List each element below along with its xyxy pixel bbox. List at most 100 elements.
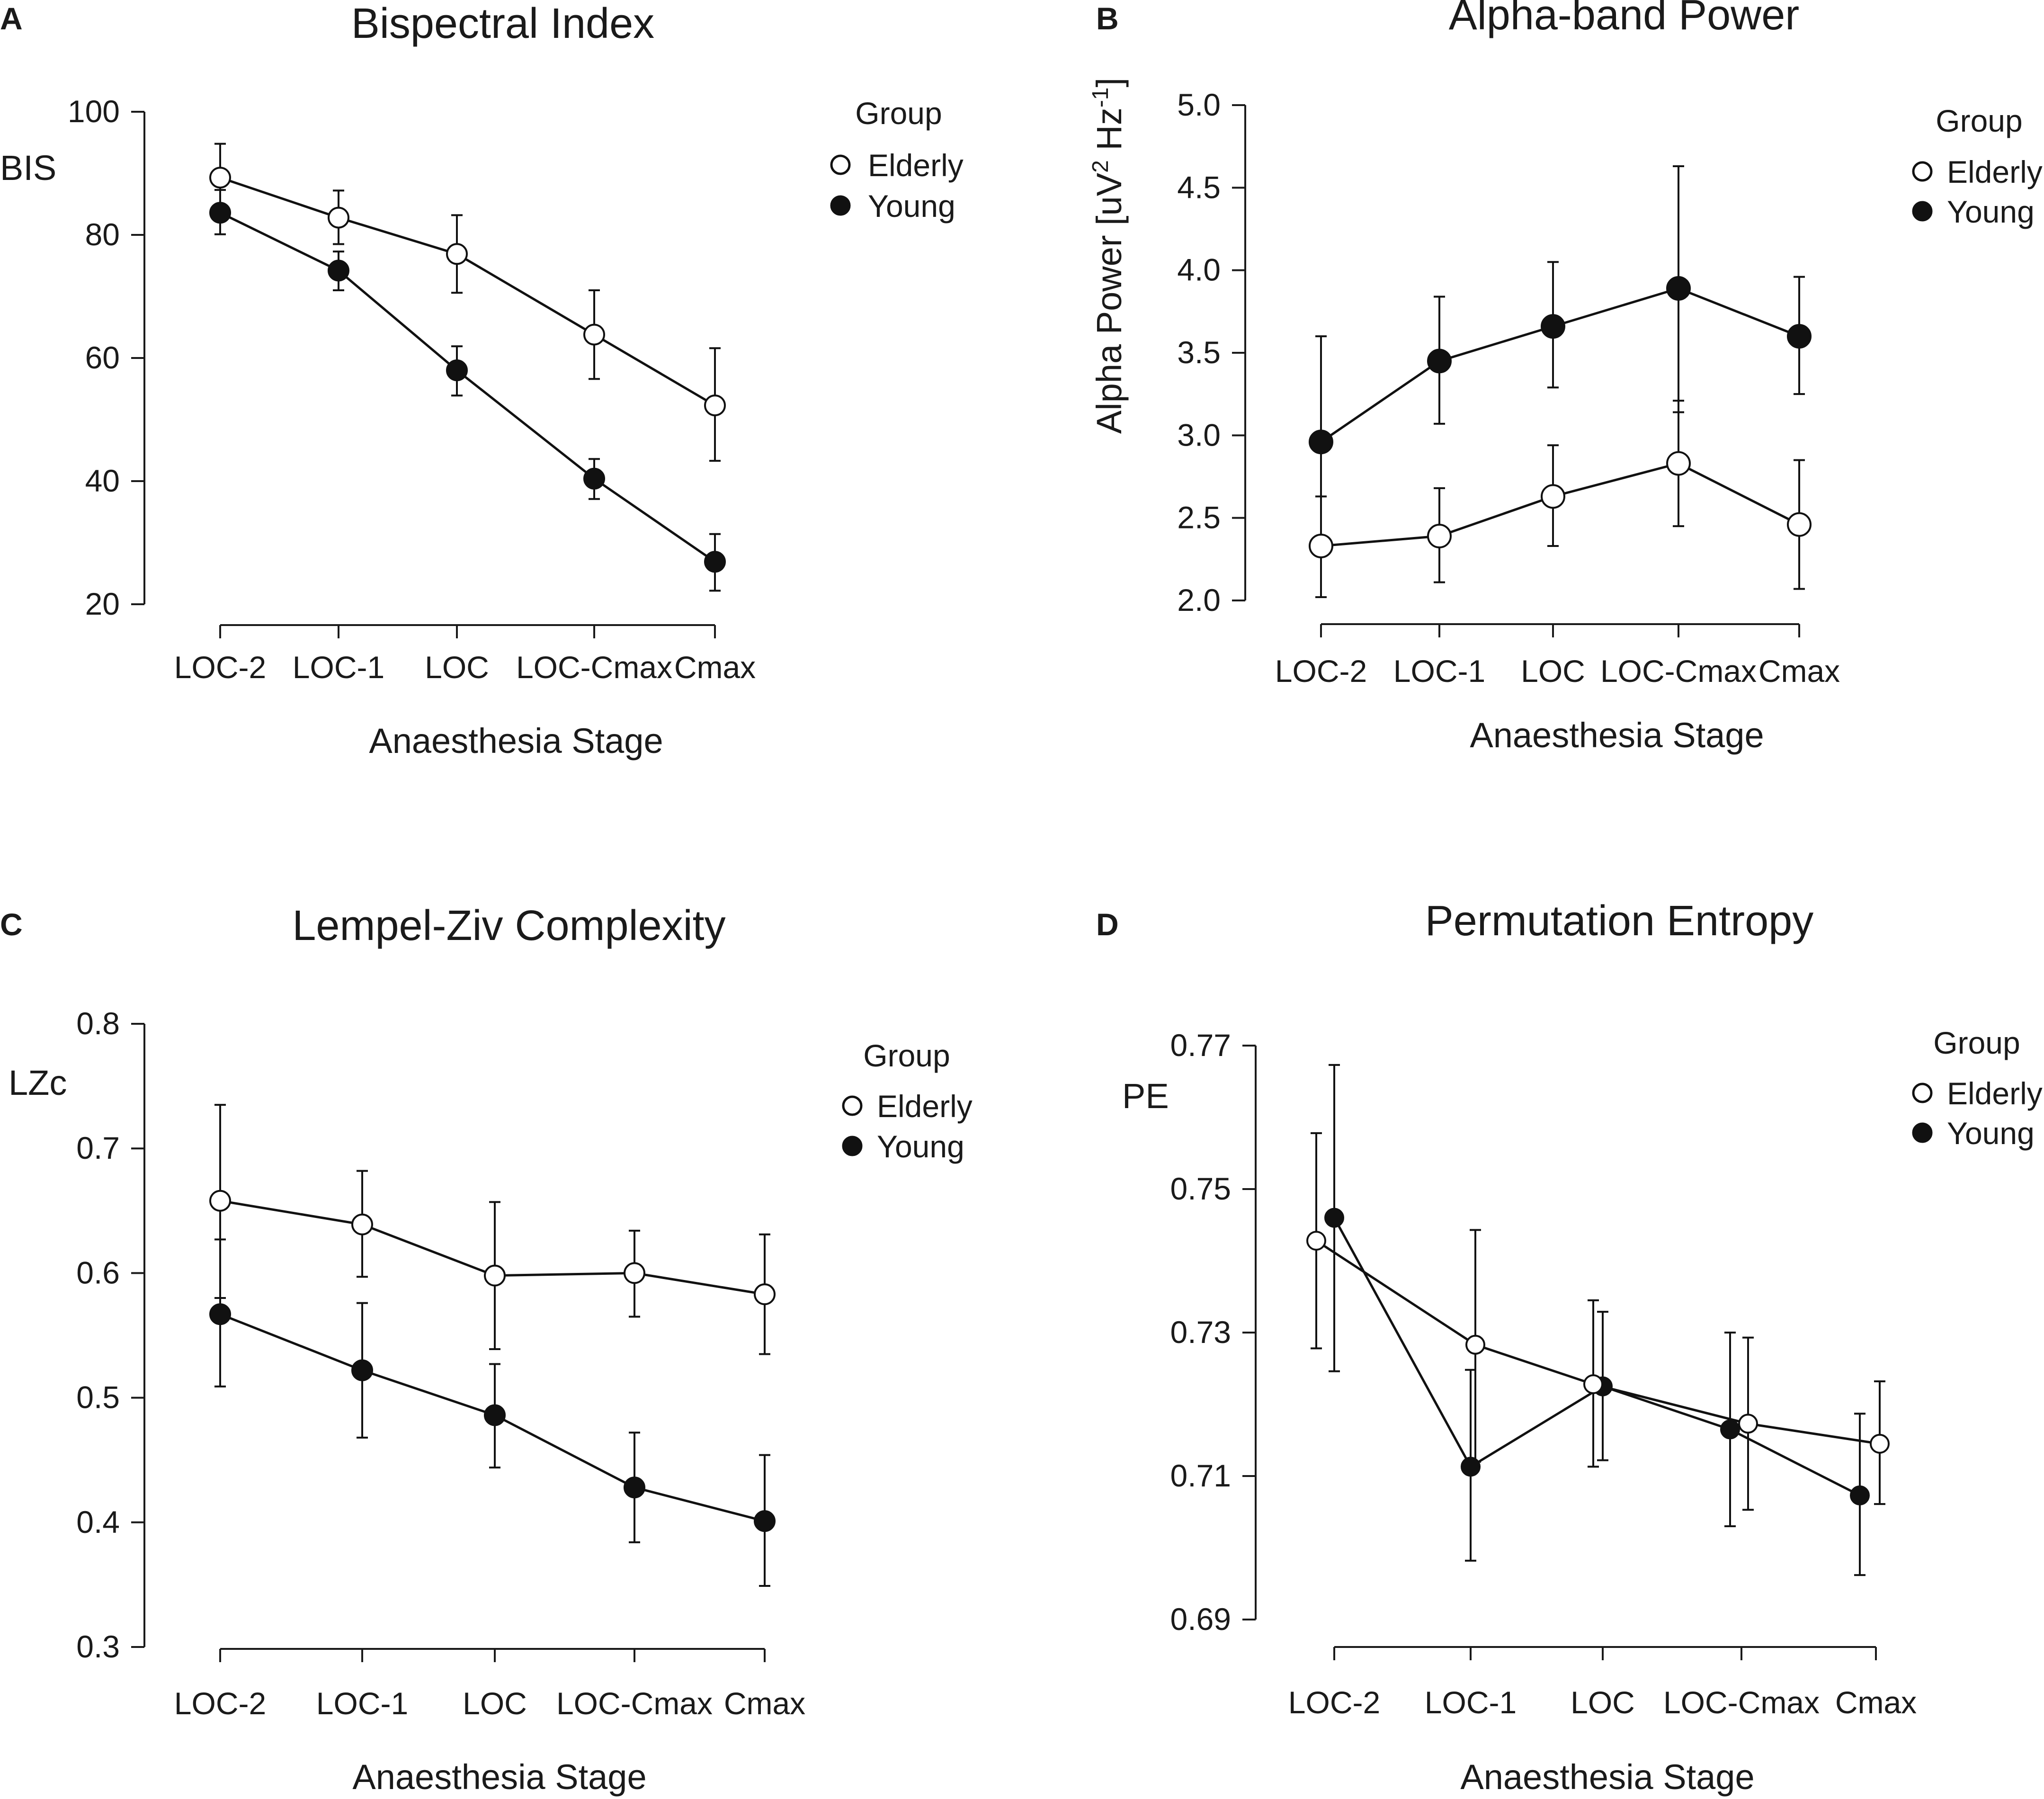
panel-d-elderly-point: [1870, 1433, 1890, 1454]
panel-c-x-tick-label: LOC-1: [316, 1686, 408, 1721]
panel-a-elderly-point: [209, 167, 231, 189]
panel-c-legend: Group Elderly Young: [842, 1038, 973, 1164]
panel-a-young-point: [583, 467, 605, 490]
panel-b-plot: 2.0 2.5 3.0 3.5 4.0 4.5 5.0 LOC-2 LOC-1 LOC LOC-Cm…: [1177, 87, 1840, 689]
panel-b: B Alpha-band Power Alpha Power [uV2 Hz-1…: [1088, 0, 2043, 755]
panel-b-y-tick-label: 4.5: [1177, 170, 1221, 205]
panel-d-x-tick-label: LOC-2: [1288, 1685, 1380, 1720]
panel-d-elderly-point: [1738, 1414, 1758, 1434]
panel-c-elderly-point: [351, 1213, 373, 1235]
panel-a-x-tick-label: LOC: [425, 650, 489, 685]
panel-letter-a: A: [0, 1, 23, 36]
panel-d-x-tick-label: LOC-Cmax: [1663, 1685, 1820, 1720]
panel-c-legend-elderly-marker: [842, 1095, 863, 1116]
panel-d-y-tick-label: 0.75: [1170, 1171, 1231, 1206]
panel-d-legend-young-label: Young: [1947, 1116, 2035, 1151]
panel-b-elderly-point: [1541, 484, 1565, 509]
panel-c-y-tick-label: 0.4: [76, 1504, 120, 1539]
panel-b-elderly-point: [1787, 512, 1812, 537]
panel-letter-d: D: [1096, 907, 1119, 942]
panel-d: D Permutation Entropy PE Anaesthesia Sta…: [1096, 897, 2043, 1797]
panel-a-xlabel: Anaesthesia Stage: [369, 721, 663, 761]
panel-b-x-tick-label: LOC-Cmax: [1600, 653, 1757, 689]
panel-a-young-point: [328, 260, 349, 282]
panel-a-legend-young-label: Young: [868, 188, 955, 224]
panel-c-young-point: [484, 1404, 506, 1426]
panel-b-young-point: [1787, 324, 1812, 349]
panel-c-legend-title: Group: [863, 1038, 950, 1073]
panel-b-legend-young-label: Young: [1947, 194, 2035, 229]
panel-b-y-tick-label: 3.0: [1177, 417, 1221, 452]
panel-a-y-tick-label: 100: [68, 94, 120, 129]
panel-d-young-point: [1461, 1457, 1481, 1477]
panel-b-y-tick-label: 5.0: [1177, 87, 1221, 122]
panel-a-elderly-point: [583, 323, 605, 346]
panel-b-young-point: [1427, 349, 1452, 374]
panel-d-title: Permutation Entropy: [1425, 897, 1813, 945]
panel-b-legend-elderly-marker: [1912, 161, 1933, 182]
panel-b-y-tick-label: 4.0: [1177, 252, 1221, 287]
panel-d-legend-young-marker: [1912, 1122, 1933, 1143]
panel-a-y-tick-label: 20: [85, 586, 120, 621]
panel-b-x-tick-label: LOC-1: [1393, 653, 1485, 689]
panel-a-x-tick-label: Cmax: [674, 650, 756, 685]
panel-c-x-tick-label: LOC: [463, 1686, 527, 1721]
panel-d-legend-title: Group: [1933, 1025, 2020, 1060]
panel-b-young-line: [1320, 287, 1800, 443]
panel-b-ylabel: Alpha Power [uV2 Hz-1]: [1088, 78, 1129, 434]
panel-c-elderly-point: [754, 1283, 776, 1306]
panel-d-x-tick-label: LOC: [1571, 1685, 1635, 1720]
panel-d-x-tick-label: Cmax: [1835, 1685, 1917, 1720]
panel-d-y-tick-label: 0.77: [1170, 1028, 1231, 1063]
panel-a-legend-elderly-marker: [830, 154, 851, 175]
panel-b-x-tick-label: LOC: [1521, 653, 1585, 689]
panel-c-young-point: [624, 1477, 645, 1499]
panel-a-elderly-point: [446, 243, 468, 265]
panel-a-x-tick-label: LOC-2: [174, 650, 266, 685]
panel-c-legend-young-marker: [842, 1136, 863, 1156]
panel-b-legend-title: Group: [1936, 103, 2022, 138]
panel-d-plot: 0.69 0.71 0.73 0.75 0.77 LOC-2 LOC-1 LOC LOC-Cma…: [1170, 1028, 1917, 1720]
panel-b-young-point: [1541, 314, 1565, 339]
panel-c-y-tick-label: 0.8: [76, 1006, 120, 1041]
panel-letter-c: C: [0, 907, 23, 942]
panel-c-legend-young-label: Young: [877, 1129, 964, 1164]
panel-a-elderly-point: [704, 394, 726, 417]
panel-b-young-point: [1309, 430, 1333, 455]
panel-a-x-tick-label: LOC-1: [293, 650, 384, 685]
panel-c-elderly-point: [484, 1264, 506, 1287]
panel-d-young-point: [1324, 1208, 1344, 1228]
panel-c-y-tick-label: 0.6: [76, 1255, 120, 1290]
panel-c-x-tick-label: Cmax: [724, 1686, 805, 1721]
panel-d-legend-elderly-marker: [1912, 1083, 1933, 1103]
panel-c-elderly-point: [624, 1262, 645, 1284]
panel-c-ylabel: LZc: [9, 1063, 67, 1102]
panel-a-y-tick-label: 40: [85, 463, 120, 498]
panel-a-y-tick-label: 60: [85, 340, 120, 375]
panel-c-young-point: [351, 1359, 373, 1381]
panel-d-young-line: [1333, 1217, 1861, 1497]
panel-a-legend-title: Group: [855, 96, 942, 131]
panel-d-elderly-point: [1306, 1231, 1326, 1251]
panel-letter-b: B: [1096, 1, 1119, 36]
panel-b-y-tick-label: 2.5: [1177, 500, 1221, 535]
panel-d-legend: Group Elderly Young: [1912, 1025, 2043, 1151]
panel-d-y-tick-label: 0.71: [1170, 1458, 1231, 1493]
panel-c-young-point: [209, 1303, 231, 1325]
panel-c-y-tick-label: 0.5: [76, 1380, 120, 1415]
panel-d-ylabel: PE: [1122, 1076, 1169, 1116]
panel-a-elderly-point: [328, 206, 349, 229]
panel-b-x-tick-label: Cmax: [1758, 653, 1840, 689]
panel-d-elderly-line: [1315, 1239, 1880, 1445]
panel-b-elderly-point: [1309, 533, 1333, 558]
panel-c-x-tick-label: LOC-Cmax: [556, 1686, 713, 1721]
panel-d-elderly-point: [1583, 1374, 1603, 1395]
panel-b-xlabel: Anaesthesia Stage: [1470, 716, 1764, 755]
panel-c-title: Lempel-Ziv Complexity: [292, 902, 725, 949]
panel-c-y-tick-label: 0.7: [76, 1130, 120, 1165]
panel-b-y-tick-label: 2.0: [1177, 582, 1221, 618]
panel-a-title: Bispectral Index: [351, 0, 654, 47]
panel-d-y-tick-label: 0.69: [1170, 1602, 1231, 1637]
panel-b-legend: Group Elderly Young: [1912, 103, 2043, 229]
